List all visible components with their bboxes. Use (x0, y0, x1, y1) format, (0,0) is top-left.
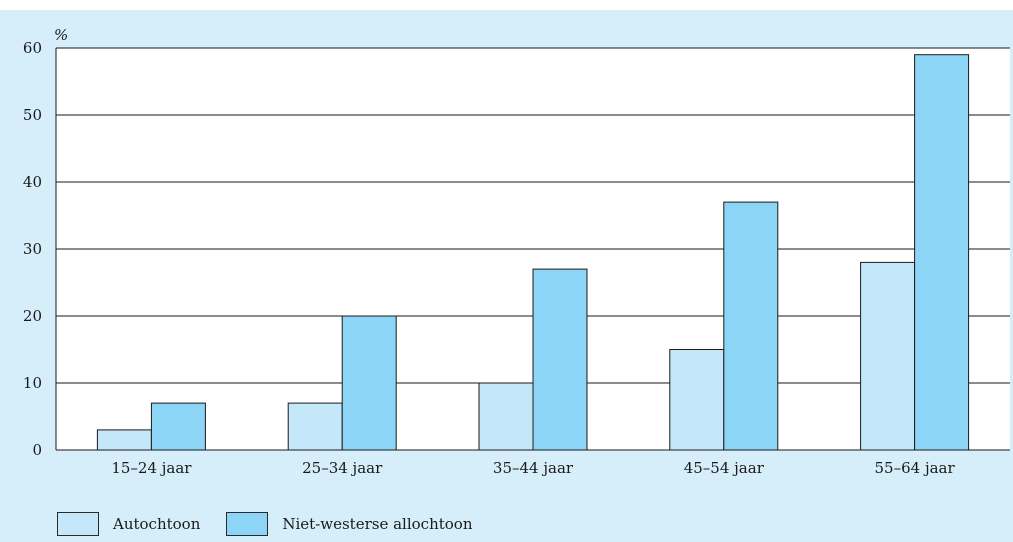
bar-autochtoon-4 (860, 261, 916, 451)
bar-niet-westerse-2 (532, 268, 588, 451)
legend: Autochtoon Niet-westerse allochtoon (57, 511, 498, 537)
x-tick-label-4: 55–64 jaar (875, 459, 956, 477)
x-tick-label-0: 15–24 jaar (111, 459, 192, 477)
y-tick-label-30: 30 (23, 240, 42, 258)
legend-swatch-autochtoon (57, 512, 99, 536)
legend-item-autochtoon: Autochtoon (57, 512, 200, 536)
x-tick-label-2: 35–44 jaar (493, 459, 574, 477)
bar-autochtoon-0 (96, 429, 152, 451)
legend-label-niet-westerse-allochtoon: Niet-westerse allochtoon (282, 515, 473, 533)
y-tick-label-10: 10 (23, 374, 42, 392)
bar-niet-westerse-3 (723, 201, 779, 451)
legend-item-niet-westerse-allochtoon: Niet-westerse allochtoon (226, 512, 472, 536)
bar-autochtoon-2 (478, 382, 534, 451)
y-tick-label-50: 50 (23, 106, 42, 124)
bar-niet-westerse-4 (914, 54, 970, 451)
bar-niet-westerse-0 (150, 402, 206, 451)
y-tick-label-20: 20 (23, 307, 42, 325)
bar-niet-westerse-1 (341, 315, 397, 451)
x-tick-label-3: 45–54 jaar (684, 459, 765, 477)
bar-autochtoon-1 (287, 402, 343, 451)
y-tick-label-60: 60 (23, 39, 42, 57)
legend-swatch-niet-westerse-allochtoon (226, 512, 269, 536)
legend-label-autochtoon: Autochtoon (113, 515, 201, 533)
y-tick-label-40: 40 (23, 173, 42, 191)
x-tick-label-1: 25–34 jaar (302, 459, 383, 477)
y-axis-unit: % (54, 26, 68, 44)
y-tick-label-0: 0 (32, 441, 42, 459)
bar-autochtoon-3 (669, 349, 725, 451)
